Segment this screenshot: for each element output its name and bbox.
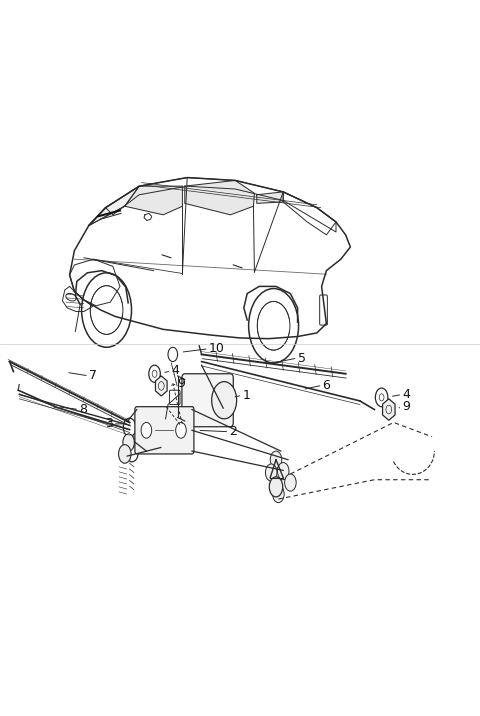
Polygon shape (257, 192, 283, 203)
Text: 1: 1 (242, 389, 250, 402)
Text: 4: 4 (402, 388, 410, 401)
Text: 4: 4 (171, 364, 179, 377)
Circle shape (212, 382, 237, 419)
Text: 8: 8 (79, 403, 87, 416)
Text: 6: 6 (323, 379, 330, 392)
Circle shape (123, 434, 134, 451)
Text: 2: 2 (229, 425, 237, 438)
FancyBboxPatch shape (182, 374, 233, 427)
Circle shape (265, 464, 277, 481)
Circle shape (277, 463, 289, 480)
FancyBboxPatch shape (135, 407, 194, 454)
Polygon shape (185, 180, 254, 215)
Text: 9: 9 (178, 377, 185, 390)
Polygon shape (89, 186, 139, 226)
Circle shape (285, 474, 296, 491)
Text: 9: 9 (402, 400, 410, 413)
Circle shape (176, 422, 186, 438)
Circle shape (269, 477, 283, 497)
Circle shape (141, 422, 152, 438)
Text: 10: 10 (209, 342, 225, 355)
Circle shape (273, 485, 284, 503)
Text: 5: 5 (298, 352, 306, 364)
Text: 3: 3 (105, 417, 113, 430)
Circle shape (270, 451, 282, 468)
Text: 7: 7 (89, 369, 97, 382)
Circle shape (119, 445, 131, 463)
Polygon shape (125, 186, 182, 215)
